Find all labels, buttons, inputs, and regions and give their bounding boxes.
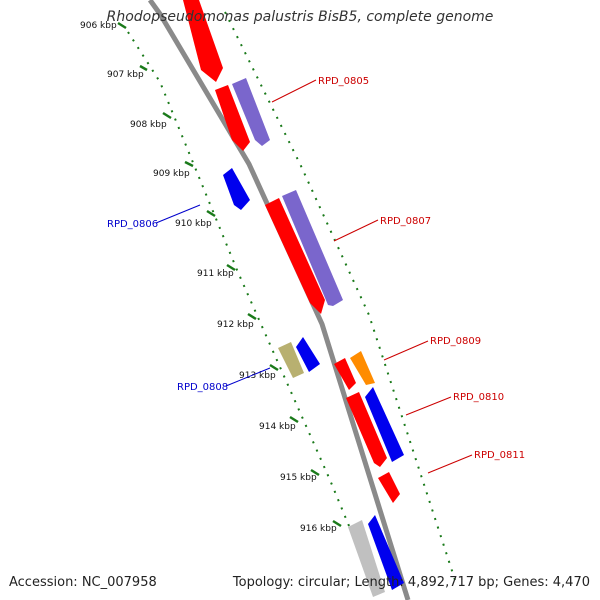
kbp-label: 913 kbp (239, 371, 276, 381)
genome-title: Rhodopseudomonas palustris BisB5, comple… (106, 9, 494, 25)
label-connectors (155, 79, 473, 474)
gene-arrow[interactable] (282, 190, 343, 306)
gene-arrow[interactable] (215, 85, 250, 151)
gene-label-rpd-0811[interactable]: RPD_0811 (474, 450, 525, 461)
gene-arrow[interactable] (365, 387, 404, 462)
gene-arrow[interactable] (378, 472, 400, 503)
kbp-label: 912 kbp (217, 320, 254, 330)
kbp-label: 909 kbp (153, 169, 190, 179)
kbp-label: 915 kbp (280, 473, 317, 483)
kbp-label: 911 kbp (197, 269, 234, 279)
gene-label-rpd-0806[interactable]: RPD_0806 (107, 219, 158, 230)
gene-label-rpd-0807[interactable]: RPD_0807 (380, 216, 431, 227)
gene-label-rpd-0808[interactable]: RPD_0808 (177, 382, 228, 393)
gene-arrow[interactable] (183, 0, 223, 82)
gene-arrow[interactable] (278, 342, 304, 378)
gene-arrow[interactable] (223, 168, 250, 210)
gene-arrow[interactable] (346, 392, 387, 467)
gene-label-rpd-0809[interactable]: RPD_0809 (430, 336, 481, 347)
gene-label-rpd-0810[interactable]: RPD_0810 (453, 392, 504, 403)
gene-arrow[interactable] (232, 78, 270, 146)
gene-arrow[interactable] (334, 358, 356, 390)
kbp-label: 916 kbp (300, 524, 337, 534)
gene-arrow[interactable] (265, 198, 325, 314)
genome-stats: Topology: circular; Length: 4,892,717 bp… (232, 575, 590, 590)
gene-arrow[interactable] (368, 515, 404, 590)
major-ticks (117, 21, 342, 528)
gene-label-rpd-0805[interactable]: RPD_0805 (318, 76, 369, 87)
gene-arrow[interactable] (348, 520, 385, 597)
inner-tick-ring (127, 31, 379, 597)
gene-arrow[interactable] (350, 351, 375, 385)
genome-backbone (147, 0, 411, 600)
kbp-label: 906 kbp (80, 21, 117, 31)
accession-label: Accession: NC_007958 (9, 575, 157, 590)
kbp-label: 914 kbp (259, 422, 296, 432)
gene-arrow[interactable] (296, 337, 320, 372)
kbp-label: 907 kbp (107, 70, 144, 80)
kbp-label: 908 kbp (130, 120, 167, 130)
kbp-label: 910 kbp (175, 219, 212, 229)
